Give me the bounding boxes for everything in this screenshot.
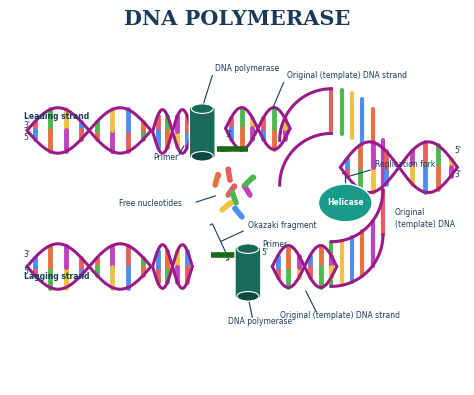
Text: DNA polymerase: DNA polymerase <box>215 64 279 73</box>
Text: Okazaki fragment: Okazaki fragment <box>248 221 317 230</box>
Ellipse shape <box>191 104 213 113</box>
Ellipse shape <box>237 292 259 301</box>
Text: Original (template) DNA strand: Original (template) DNA strand <box>280 311 400 320</box>
FancyBboxPatch shape <box>235 246 261 298</box>
Text: 5': 5' <box>24 267 30 276</box>
Text: Replication fork: Replication fork <box>375 160 435 169</box>
Text: DNA polymerase: DNA polymerase <box>228 317 292 326</box>
Text: 5': 5' <box>455 146 462 155</box>
Text: 3': 3' <box>24 122 30 130</box>
Text: 5': 5' <box>24 134 30 143</box>
Ellipse shape <box>237 244 259 254</box>
Text: DNA POLYMERASE: DNA POLYMERASE <box>124 9 350 29</box>
Text: 3': 3' <box>24 250 30 259</box>
Ellipse shape <box>191 152 213 161</box>
FancyBboxPatch shape <box>189 107 215 158</box>
Text: 3': 3' <box>455 170 462 179</box>
Text: Lagging strand: Lagging strand <box>24 273 89 281</box>
Text: Primer: Primer <box>154 153 179 162</box>
Text: Primer: Primer <box>262 240 287 248</box>
Text: Original (template) DNA strand: Original (template) DNA strand <box>287 71 407 80</box>
Text: Leading strand: Leading strand <box>24 111 89 120</box>
Text: Helicase: Helicase <box>327 198 364 207</box>
Text: 3': 3' <box>225 130 232 139</box>
Text: 5': 5' <box>262 248 269 257</box>
Text: Free nucleotides: Free nucleotides <box>119 199 182 208</box>
Text: Original
(template) DNA: Original (template) DNA <box>395 208 455 229</box>
Ellipse shape <box>319 184 372 222</box>
